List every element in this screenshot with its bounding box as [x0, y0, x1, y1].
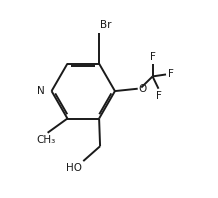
Text: N: N: [37, 86, 45, 96]
Text: F: F: [150, 52, 155, 62]
Text: F: F: [168, 69, 174, 79]
Text: HO: HO: [66, 163, 82, 173]
Text: F: F: [156, 91, 162, 101]
Text: Br: Br: [100, 20, 112, 30]
Text: O: O: [138, 84, 147, 94]
Text: CH₃: CH₃: [36, 135, 56, 145]
